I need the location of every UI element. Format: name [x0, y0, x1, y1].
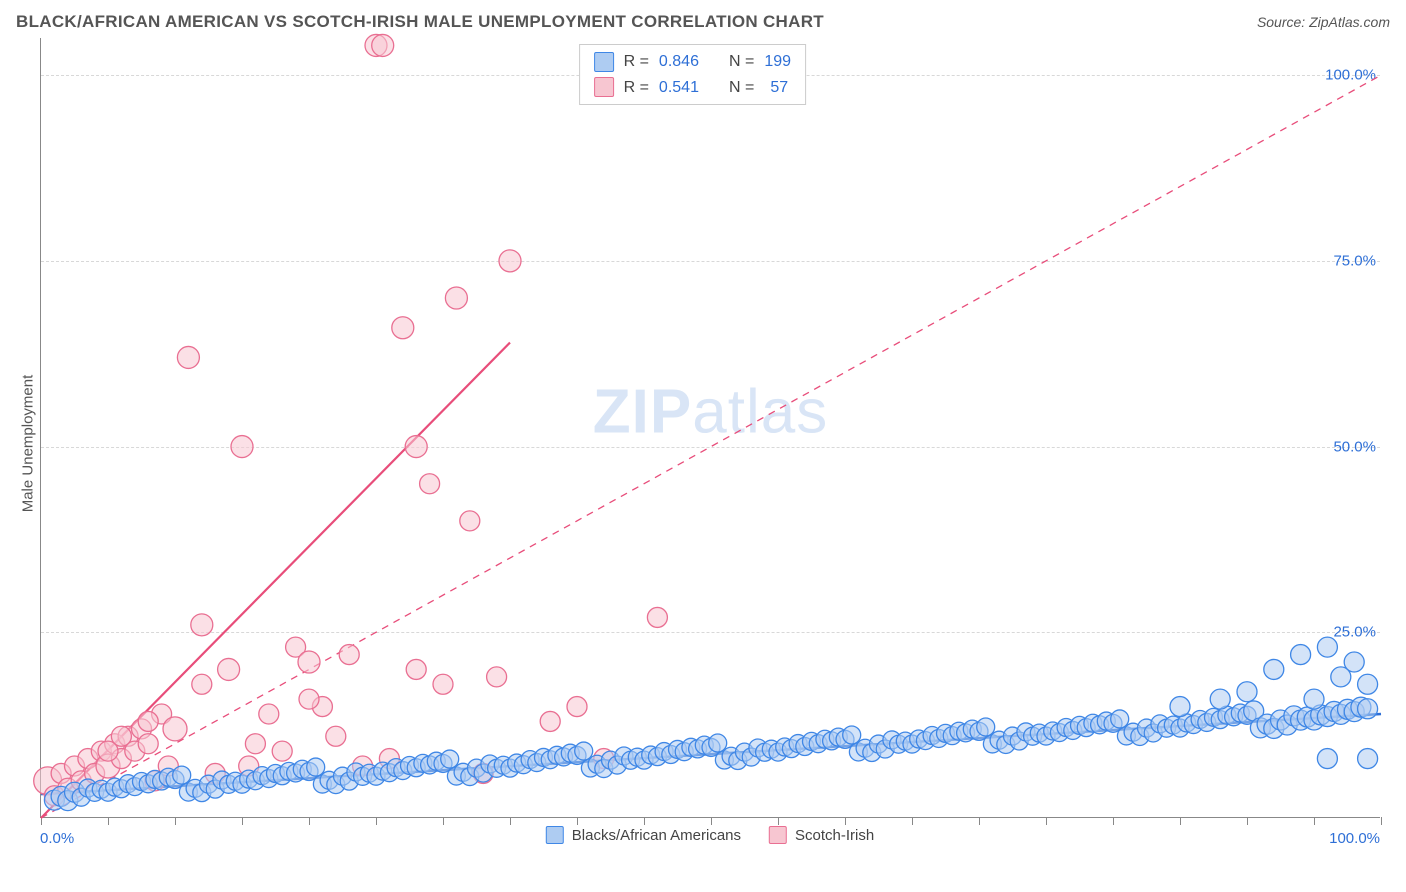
x-min-label: 0.0% — [40, 830, 74, 847]
legend-item-blue: Blacks/African Americans — [546, 826, 741, 844]
y-axis-label: Male Unemployment — [20, 374, 37, 512]
correlation-stats-legend: R = 0.846 N = 199 R = 0.541 N = 57 — [579, 44, 806, 105]
stats-row-pink: R = 0.541 N = 57 — [594, 75, 791, 101]
n-value-pink: 57 — [764, 75, 788, 101]
stats-row-blue: R = 0.846 N = 199 — [594, 49, 791, 75]
chart-container: Male Unemployment ZIPatlas R = 0.846 N =… — [16, 38, 1390, 848]
series-legend: Blacks/African Americans Scotch-Irish — [546, 826, 874, 844]
chart-title: BLACK/AFRICAN AMERICAN VS SCOTCH-IRISH M… — [16, 12, 824, 32]
legend-item-pink: Scotch-Irish — [769, 826, 874, 844]
chart-header: BLACK/AFRICAN AMERICAN VS SCOTCH-IRISH M… — [16, 12, 1390, 32]
swatch-pink — [594, 77, 614, 97]
source-attribution: Source: ZipAtlas.com — [1257, 14, 1390, 30]
x-axis-row: 0.0% Blacks/African Americans Scotch-Iri… — [40, 818, 1380, 848]
legend-label-pink: Scotch-Irish — [795, 827, 874, 844]
x-max-label: 100.0% — [1329, 830, 1380, 847]
plot-column: ZIPatlas R = 0.846 N = 199 R = 0.541 N = — [40, 38, 1390, 848]
r-value-blue: 0.846 — [659, 49, 699, 75]
swatch-pink — [769, 826, 787, 844]
swatch-blue — [546, 826, 564, 844]
swatch-blue — [594, 52, 614, 72]
legend-label-blue: Blacks/African Americans — [572, 827, 741, 844]
x-tick — [1381, 817, 1382, 825]
scatter-svg — [41, 38, 1380, 817]
y-axis-label-column: Male Unemployment — [16, 38, 40, 848]
n-value-blue: 199 — [764, 49, 791, 75]
plot-area: ZIPatlas R = 0.846 N = 199 R = 0.541 N = — [40, 38, 1380, 818]
r-value-pink: 0.541 — [659, 75, 699, 101]
